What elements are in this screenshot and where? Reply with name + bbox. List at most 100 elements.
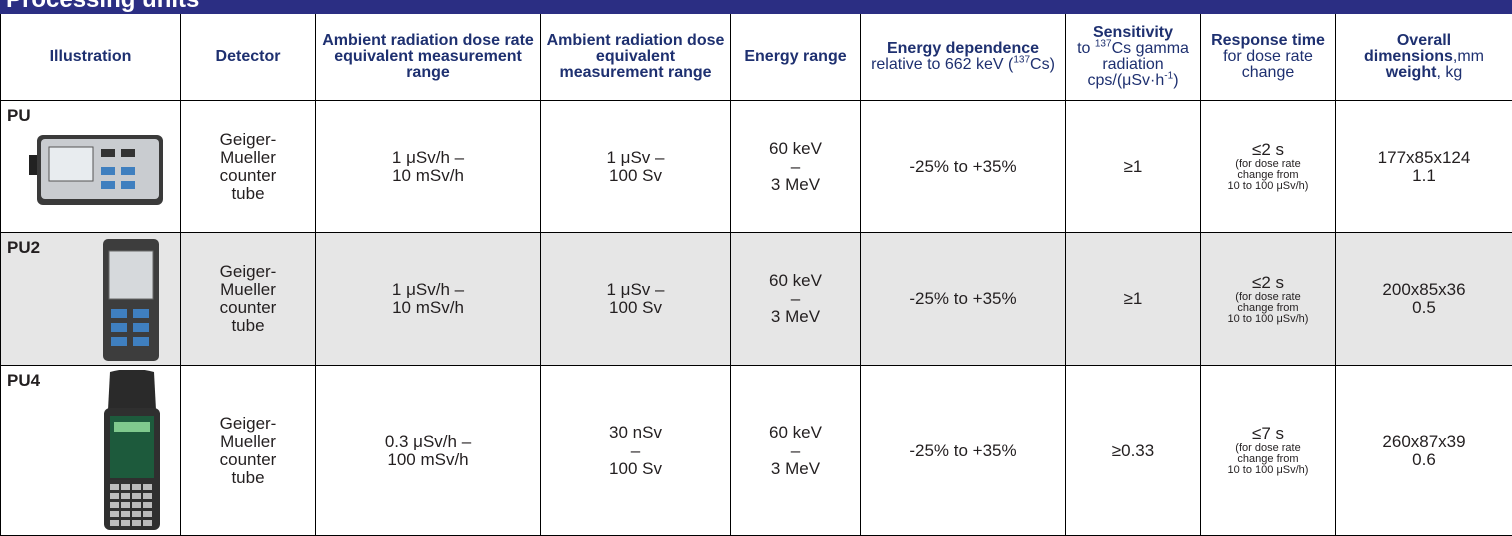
sensitivity-cell: ≥1 [1066, 101, 1201, 233]
dose-rate-cell: 1 μSv/h –10 mSv/h [316, 233, 541, 366]
device-shape [143, 520, 152, 526]
cell-line: 10 to 100 μSv/h) [1205, 465, 1331, 476]
energy-cell: 60 keV–3 MeV [731, 366, 861, 536]
header-text: Overall dimensions [1364, 32, 1453, 65]
cell-line: ≤7 s [1205, 425, 1331, 443]
cell-line: – [735, 290, 856, 308]
cell-line: 100 Sv [545, 460, 726, 478]
cell-line: (for dose rate [1205, 292, 1331, 303]
device-image [96, 370, 168, 532]
header-text: 137 [1013, 55, 1030, 66]
cell-line: 1 μSv/h – [320, 281, 536, 299]
cell-line: Mueller [185, 433, 311, 451]
page: Processing units IllustrationDetectorAmb… [0, 0, 1512, 535]
device-shape [121, 149, 135, 157]
cell-line: 0.5 [1340, 299, 1508, 317]
cell-line: 60 keV [735, 140, 856, 158]
device-shape [121, 484, 130, 490]
cell-line: 30 nSv [545, 424, 726, 442]
column-header: Detector [181, 14, 316, 101]
device-shape [133, 309, 149, 318]
dose-rate-cell: 1 μSv/h –10 mSv/h [316, 101, 541, 233]
header-text: -1 [1164, 71, 1173, 82]
cell-line: tube [185, 317, 311, 335]
cell-line: 177x85x124 [1340, 149, 1508, 167]
header-text: Cs) [1030, 56, 1055, 73]
header-text: weight [1386, 64, 1437, 81]
device-shape [121, 520, 130, 526]
device-shape [121, 167, 135, 175]
cell-line: 0.3 μSv/h – [320, 433, 536, 451]
cell-line: 1.1 [1340, 167, 1508, 185]
device-image [101, 237, 161, 363]
cell-line: Mueller [185, 149, 311, 167]
energy-cell: 60 keV–3 MeV [731, 233, 861, 366]
cell-line: 0.6 [1340, 451, 1508, 469]
device-shape [143, 484, 152, 490]
dose-cell: 1 μSv –100 Sv [541, 101, 731, 233]
cell-line: – [545, 442, 726, 460]
illustration-cell: PU [1, 101, 181, 233]
device-shape [132, 520, 141, 526]
header-text: to [1077, 40, 1095, 57]
header-text: ) [1173, 72, 1178, 89]
device-shape [110, 484, 119, 490]
device-shape [29, 155, 37, 175]
device-shape [110, 493, 119, 499]
cell-line: 3 MeV [735, 308, 856, 326]
device-shape [111, 323, 127, 332]
cell-line: change from [1205, 303, 1331, 314]
header-text: Detector [216, 48, 281, 65]
header-text: Ambient radiation dose equivalent measur… [547, 32, 725, 81]
device-image [29, 125, 169, 215]
cell-line: -25% to +35% [865, 158, 1061, 176]
cell-line: 1 μSv – [545, 281, 726, 299]
sensitivity-cell: ≥0.33 [1066, 366, 1201, 536]
cell-line: ≥1 [1070, 290, 1196, 308]
cell-line: ≥1 [1070, 158, 1196, 176]
device-shape [133, 337, 149, 346]
device-shape [109, 251, 153, 299]
device-shape [121, 511, 130, 517]
dose-rate-cell: 0.3 μSv/h –100 mSv/h [316, 366, 541, 536]
device-shape [132, 484, 141, 490]
unit-name: PU [7, 107, 31, 125]
cell-line: Geiger- [185, 415, 311, 433]
device-shape [121, 181, 135, 189]
title-bar: Processing units [0, 0, 1512, 14]
device-shape [132, 502, 141, 508]
dependence-cell: -25% to +35% [861, 366, 1066, 536]
column-header: Ambient radiation dose rate equivalent m… [316, 14, 541, 101]
device-shape [110, 511, 119, 517]
cell-line: 10 mSv/h [320, 167, 536, 185]
device-shape [143, 511, 152, 517]
cell-line: counter [185, 167, 311, 185]
cell-line: tube [185, 469, 311, 487]
cell-line: 10 to 100 μSv/h) [1205, 314, 1331, 325]
title: Processing units [6, 0, 199, 14]
device-shape [110, 520, 119, 526]
device-shape [143, 493, 152, 499]
cell-line: 3 MeV [735, 176, 856, 194]
cell-line: ≤2 s [1205, 274, 1331, 292]
device-shape [101, 149, 115, 157]
cell-line: 100 Sv [545, 299, 726, 317]
device-shape [143, 502, 152, 508]
cell-line: 60 keV [735, 272, 856, 290]
cell-line: 260x87x39 [1340, 433, 1508, 451]
cell-line: counter [185, 451, 311, 469]
header-text: Response time [1211, 32, 1325, 49]
